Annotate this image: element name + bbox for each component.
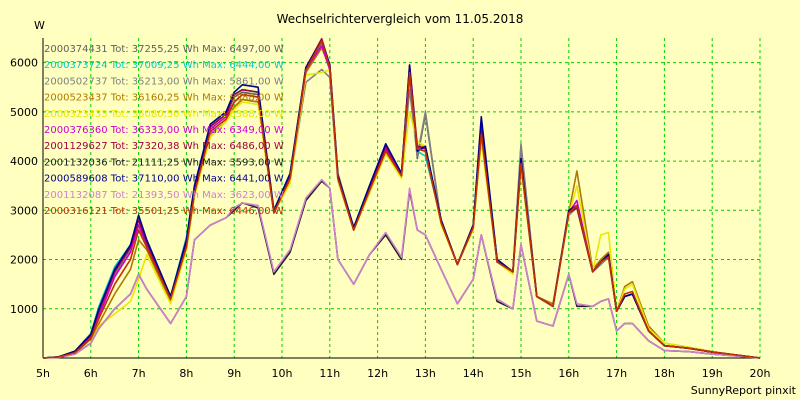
legend-entry-0: 2000374431 Tot: 37255,25 Wh Max: 6497,00… <box>44 44 284 55</box>
y-tick-label-2: 3000 <box>10 204 38 217</box>
x-tick-label-2: 7h <box>132 367 146 380</box>
x-tick-label-14: 19h <box>702 367 723 380</box>
legend-entry-7: 2001132036 Tot: 21111,25 Wh Max: 3593,00… <box>44 157 284 168</box>
y-tick-label-5: 6000 <box>10 57 38 70</box>
legend-entry-5: 2000376360 Tot: 36333,00 Wh Max: 6349,00… <box>44 125 284 136</box>
x-tick-label-15: 20h <box>750 367 771 380</box>
x-tick-label-0: 5h <box>36 367 50 380</box>
x-tick-label-9: 14h <box>463 367 484 380</box>
legend: 2000374431 Tot: 37255,25 Wh Max: 6497,00… <box>44 44 284 217</box>
y-tick-label-3: 4000 <box>10 155 38 168</box>
series-lines <box>42 37 761 359</box>
legend-entry-2: 2000502737 Tot: 35213,00 Wh Max: 5861,00… <box>44 76 284 87</box>
chart-title: Wechselrichtervergleich vom 11.05.2018 <box>277 12 524 26</box>
x-tick-label-1: 6h <box>84 367 98 380</box>
x-tick-label-3: 8h <box>179 367 193 380</box>
footer-credit: SunnyReport pinxit <box>691 384 797 397</box>
y-axis-ticks: 1000 2000 3000 4000 5000 6000 <box>10 57 38 316</box>
series-line-10 <box>42 39 761 359</box>
axes <box>42 38 760 359</box>
y-tick-label-4: 5000 <box>10 106 38 119</box>
x-axis-ticks: 5h 6h 7h 8h 9h 10h 11h 12h 13h 14h 15h 16h 17h 18h 19h… <box>36 367 771 380</box>
x-tick-label-10: 15h <box>511 367 532 380</box>
legend-entry-9: 2001132087 Tot: 21393,50 Wh Max: 3623,00… <box>44 190 284 201</box>
legend-entry-3: 2000523437 Tot: 36160,25 Wh Max: 6388,00… <box>44 93 284 104</box>
legend-entry-6: 2001129627 Tot: 37320,38 Wh Max: 6486,00… <box>44 141 284 152</box>
x-tick-label-7: 12h <box>367 367 388 380</box>
y-tick-label-1: 2000 <box>10 254 38 267</box>
x-tick-label-5: 10h <box>272 367 293 380</box>
x-tick-label-13: 18h <box>654 367 675 380</box>
y-tick-label-0: 1000 <box>10 303 38 316</box>
legend-entry-8: 2000589608 Tot: 37110,00 Wh Max: 6441,00… <box>44 174 284 185</box>
x-tick-label-11: 16h <box>558 367 579 380</box>
legend-entry-10: 2000316121 Tot: 35501,25 Wh Max: 6446,00… <box>44 206 284 217</box>
legend-entry-1: 2000373724 Tot: 37009,25 Wh Max: 6444,00… <box>44 60 284 71</box>
x-tick-label-8: 13h <box>415 367 436 380</box>
x-tick-label-6: 11h <box>319 367 340 380</box>
series-line-9 <box>42 178 761 359</box>
y-axis-unit-label: W <box>34 19 45 32</box>
x-tick-label-4: 9h <box>227 367 241 380</box>
x-tick-label-12: 17h <box>606 367 627 380</box>
series-line-4 <box>42 69 761 359</box>
legend-entry-4: 2000323433 Tot: 36080,50 Wh Max: 6388,00… <box>44 109 284 120</box>
